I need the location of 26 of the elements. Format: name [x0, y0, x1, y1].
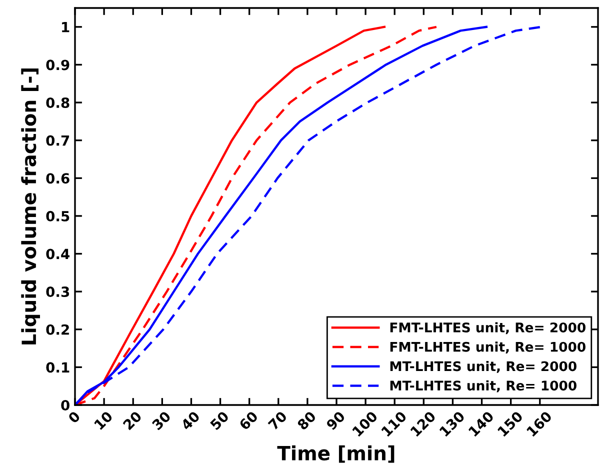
y-tick-label: 0.9	[46, 60, 70, 70]
y-tick-label: 0.5	[46, 210, 70, 222]
y-tick-label: 0	[61, 400, 70, 410]
y-tick-label: 0.6	[46, 173, 70, 184]
x-axis-title: Time [min]	[277, 445, 394, 463]
y-tick-label: 0.2	[46, 324, 69, 335]
legend-label: FMT-LHTES unit, Re= 1000	[390, 342, 586, 354]
y-tick-label: 0.8	[46, 97, 70, 108]
x-tick-label: 60	[238, 410, 259, 431]
y-tick-label: 1	[62, 22, 70, 32]
y-tick-label: 0.7	[46, 135, 70, 146]
y-tick-label: 0.1	[46, 362, 70, 373]
legend-label: MT-LHTES unit, Re= 1000	[390, 380, 576, 392]
x-tick-label: 30	[151, 410, 172, 430]
x-tick-label: 10	[94, 410, 114, 430]
x-tick-label: 90	[326, 410, 346, 431]
y-axis-title: Liquid volume fraction [-]	[21, 68, 40, 344]
legend-label: FMT-LHTES unit, Re= 2000	[390, 322, 586, 334]
x-tick-label: 20	[122, 410, 142, 430]
x-tick-label: 70	[268, 410, 288, 430]
x-tick-label: 40	[180, 410, 200, 431]
y-tick-label: 0.3	[46, 286, 70, 298]
x-tick-label: 50	[210, 410, 230, 430]
y-tick-label: 0.4	[46, 248, 70, 260]
x-tick-label: 80	[296, 410, 317, 431]
legend-label: MT-LHTES unit, Re= 2000	[390, 360, 576, 373]
